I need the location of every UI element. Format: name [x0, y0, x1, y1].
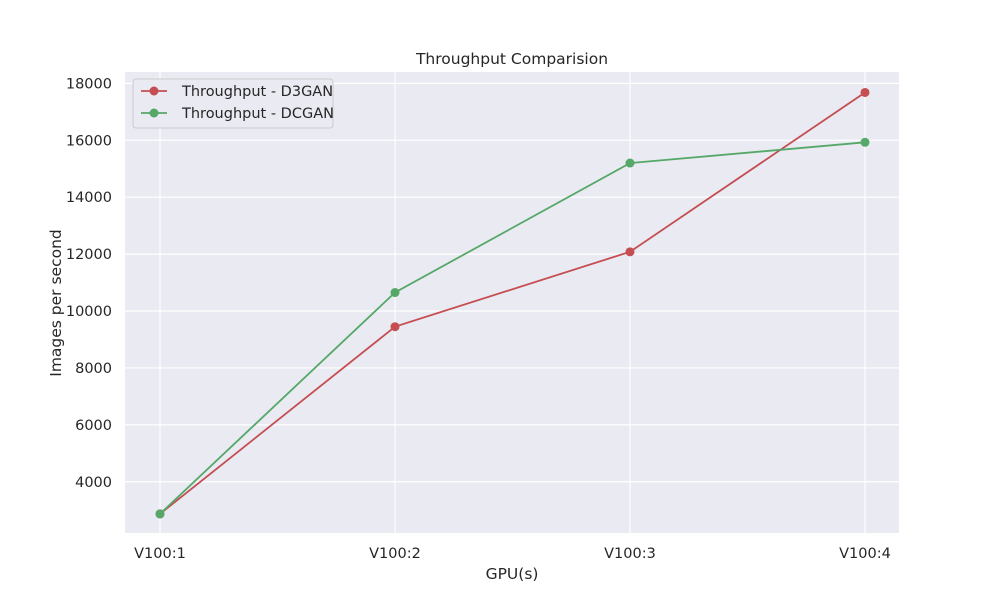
series-layer	[155, 87, 870, 519]
legend-label-dcgan: Throughput - DCGAN	[181, 106, 334, 122]
y-tick-label: 16000	[66, 133, 112, 149]
y-tick-label: 12000	[66, 247, 112, 263]
legend-marker-dcgan	[149, 108, 159, 118]
plot-area	[125, 72, 899, 533]
series-line-throughput-d3gan	[159, 91, 866, 515]
x-tick-label: V100:1	[134, 546, 186, 562]
y-axis-label: Images per second	[47, 229, 65, 377]
data-point-throughput-dcgan	[860, 137, 870, 147]
chart-title: Throughput Comparision	[415, 50, 608, 68]
legend: Throughput - D3GAN Throughput - DCGAN	[132, 78, 334, 129]
y-tick-label: 18000	[66, 76, 112, 92]
legend-label-d3gan: Throughput - D3GAN	[181, 84, 333, 100]
x-tick-label: V100:2	[369, 546, 421, 562]
y-tick-label: 10000	[66, 304, 112, 320]
y-tick-label: 6000	[75, 418, 112, 434]
data-point-throughput-d3gan	[625, 247, 635, 257]
x-axis-label: GPU(s)	[486, 565, 539, 583]
x-tick-label: V100:3	[604, 546, 656, 562]
data-point-throughput-dcgan	[390, 288, 400, 298]
x-tick-label: V100:4	[839, 546, 891, 562]
data-point-throughput-d3gan	[860, 87, 870, 97]
data-point-throughput-d3gan	[390, 322, 400, 332]
y-tick-label: 4000	[75, 475, 112, 491]
legend-marker-d3gan	[149, 86, 159, 96]
series-line-throughput-dcgan	[159, 141, 866, 515]
y-tick-label: 8000	[75, 361, 112, 377]
legend-box	[132, 78, 334, 129]
data-point-throughput-dcgan	[155, 509, 165, 519]
y-tick-label: 14000	[66, 190, 112, 206]
data-point-throughput-dcgan	[625, 158, 635, 168]
tick-labels: V100:1 V100:2 V100:3 V100:4 4000 6000 8000 1000…	[66, 76, 891, 562]
